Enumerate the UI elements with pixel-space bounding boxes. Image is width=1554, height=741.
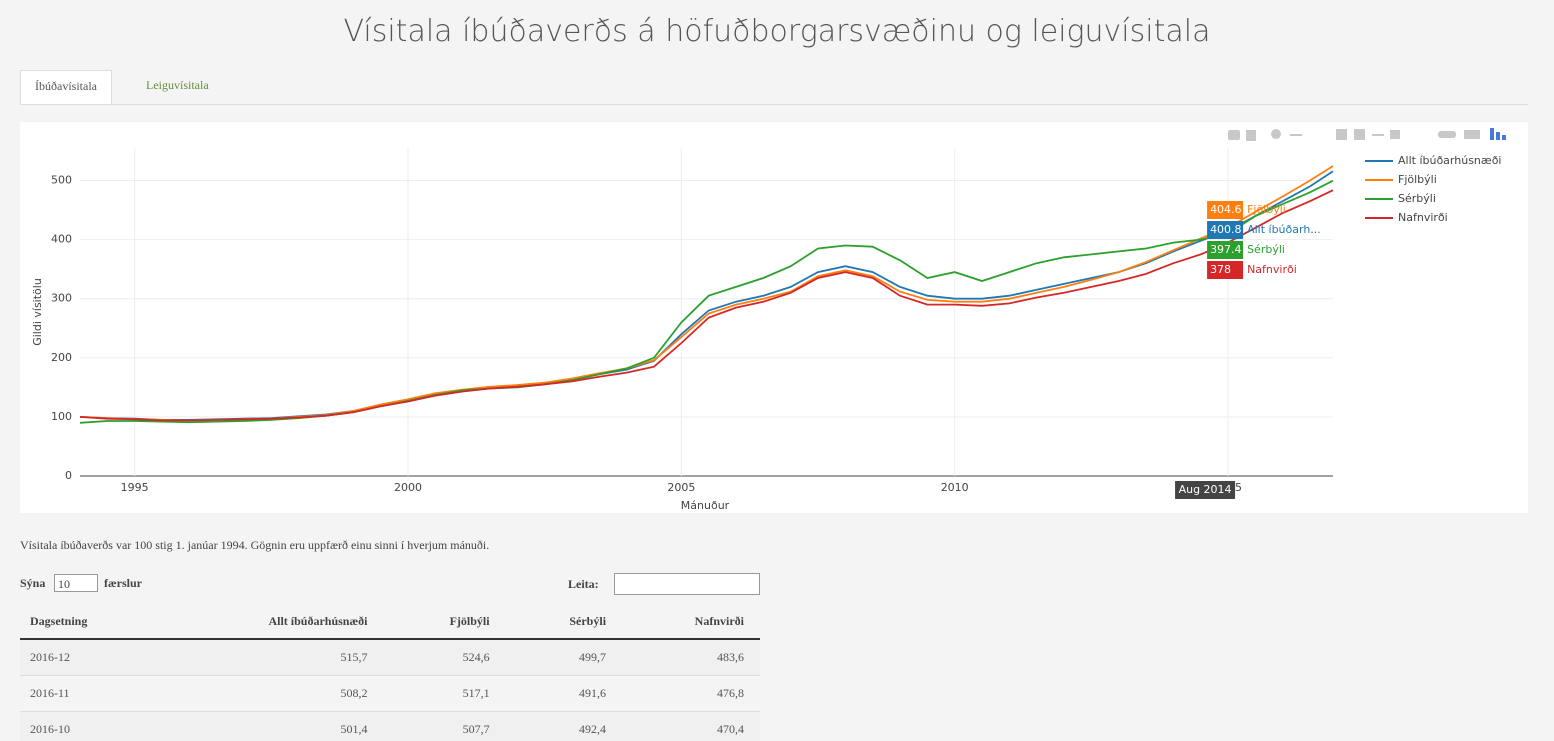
modebar	[1228, 128, 1506, 141]
search-input[interactable]	[614, 573, 760, 595]
modebar-button[interactable]	[1502, 135, 1506, 140]
table-row: 2016-12 515,7 524,6 499,7 483,6	[20, 639, 760, 676]
y-tick-label: 100	[51, 410, 72, 423]
hover-box	[1207, 201, 1244, 219]
chart: Gildi vísitölu Mánuður 0 100 200 300 400 500 1…	[20, 122, 1528, 513]
hover-name: Fjölbýli	[1247, 203, 1286, 216]
data-table: Dagsetning Allt íbúðarhúsnæði Fjölbýli Sérb…	[20, 604, 760, 741]
page-title: Vísitala íbúðaverðs á höfuðborgarsvæðinu…	[343, 14, 1211, 49]
legend-label: Nafnvirði	[1398, 211, 1448, 224]
show-label: Sýna	[20, 576, 46, 590]
x-tick-label: 2010	[941, 481, 969, 494]
hover-name: Nafnvirði	[1247, 263, 1297, 276]
table-cell: 2016-12	[20, 639, 162, 676]
y-tick-label: 400	[51, 233, 72, 246]
modebar-button[interactable]	[1271, 129, 1281, 139]
column-header[interactable]: Sérbýli	[505, 604, 623, 640]
note: Vísitala íbúðaverðs var 100 stig 1. janú…	[20, 538, 490, 552]
modebar-button[interactable]	[1438, 131, 1456, 138]
line	[79, 189, 1334, 422]
modebar-button[interactable]	[1354, 129, 1365, 140]
hover-box	[1207, 261, 1244, 279]
hover-x-label: Aug 2014	[1179, 483, 1232, 496]
x-tick-label: 1995	[121, 481, 149, 494]
line	[79, 179, 1334, 424]
table-cell: 2016-10	[20, 711, 162, 741]
table-cell: 524,6	[383, 639, 506, 676]
column-header[interactable]: Fjölbýli	[383, 604, 506, 640]
tab[interactable]: Íbúðavísitala	[20, 70, 112, 105]
table-cell: 507,7	[383, 711, 506, 741]
table-cell: 515,7	[161, 639, 384, 676]
table-row: 2016-11 508,2 517,1 491,6 476,8	[20, 675, 760, 712]
modebar-button[interactable]	[1490, 128, 1494, 140]
hover-value: 400.8	[1210, 223, 1242, 236]
table-controls: Sýna 10 færslur Leita:	[20, 573, 760, 595]
table-cell: 491,6	[505, 675, 623, 712]
modebar-button[interactable]	[1390, 130, 1400, 139]
table-cell: 492,4	[505, 711, 623, 741]
hover-value: 404.6	[1210, 203, 1242, 216]
table-cell: 499,7	[505, 639, 623, 676]
header-row: Dagsetning Allt íbúðarhúsnæði Fjölbýli Sérb…	[20, 604, 760, 640]
tab[interactable]: Leiguvísitala	[146, 78, 209, 92]
x-tick-label: 2005	[667, 481, 695, 494]
hover-name: Allt íbúðarh...	[1247, 223, 1321, 236]
modebar-button[interactable]	[1372, 134, 1384, 136]
y-axis-title: Gildi vísitölu	[31, 278, 44, 346]
entries-label: færslur	[104, 576, 142, 590]
modebar-button[interactable]	[1336, 129, 1347, 140]
y-tick-label: 0	[65, 469, 72, 482]
search-label: Leita:	[568, 577, 599, 591]
y-tick-label: 500	[51, 174, 72, 187]
table-cell: 508,2	[161, 675, 384, 712]
column-header[interactable]: Nafnvirði	[622, 604, 760, 640]
modebar-button[interactable]	[1290, 134, 1302, 136]
hover-value: 397.4	[1210, 243, 1242, 256]
modebar-button[interactable]	[1246, 130, 1256, 141]
hover-box	[1207, 221, 1244, 239]
table-cell: 501,4	[161, 711, 384, 741]
hover-x-box	[1175, 481, 1236, 499]
table-cell: 517,1	[383, 675, 506, 712]
y-tick-label: 200	[51, 351, 72, 364]
x-tick-label: 2000	[394, 481, 422, 494]
x-axis-title: Mánuður	[681, 499, 730, 512]
y-tick-label: 300	[51, 292, 72, 305]
hover-name: Sérbýli	[1247, 243, 1285, 256]
modebar-button[interactable]	[1464, 130, 1480, 139]
modebar-button[interactable]	[1228, 130, 1240, 140]
column-header[interactable]: Allt íbúðarhúsnæði	[161, 604, 384, 640]
tab-divider	[20, 104, 1528, 105]
legend-label: Allt íbúðarhúsnæði	[1398, 154, 1502, 167]
column-header[interactable]: Dagsetning	[20, 604, 162, 640]
hover-value: 378	[1210, 263, 1231, 276]
table-cell: 476,8	[622, 675, 760, 712]
line	[79, 170, 1334, 421]
table-cell: 483,6	[622, 639, 760, 676]
line	[79, 165, 1334, 422]
legend-label: Fjölbýli	[1398, 173, 1437, 186]
table-cell: 470,4	[622, 711, 760, 741]
table-row: 2016-10 501,4 507,7 492,4 470,4	[20, 711, 760, 741]
table-cell: 2016-11	[20, 675, 162, 712]
modebar-button[interactable]	[1496, 132, 1500, 140]
hover-box	[1207, 241, 1244, 259]
length-select[interactable]: 10	[54, 574, 98, 592]
legend-label: Sérbýli	[1398, 192, 1436, 205]
